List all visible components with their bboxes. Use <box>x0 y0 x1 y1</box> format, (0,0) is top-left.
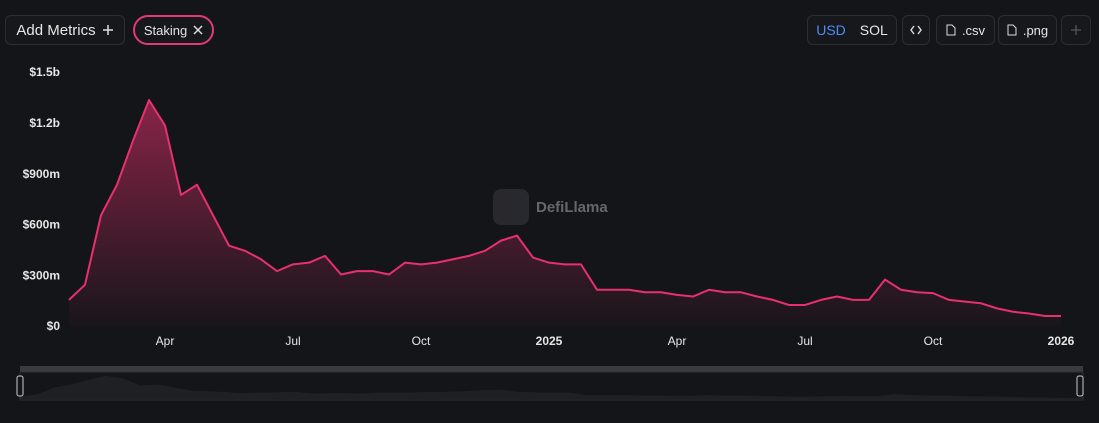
watermark-logo <box>493 189 529 225</box>
x-tick-label: Apr <box>668 334 687 348</box>
add-metrics-label: Add Metrics <box>16 21 96 39</box>
area-fill <box>69 100 1061 328</box>
watermark-text: DefiLlama <box>536 199 608 216</box>
close-icon <box>193 25 203 35</box>
x-tick-label: 2025 <box>536 334 563 348</box>
embed-button[interactable] <box>902 15 930 45</box>
file-icon <box>1007 24 1017 36</box>
png-button[interactable]: .png <box>998 15 1057 45</box>
x-tick-label: Apr <box>156 334 175 348</box>
brush-left-handle[interactable] <box>16 375 24 397</box>
currency-option[interactable]: USD <box>816 22 846 38</box>
add-metrics-button[interactable]: Add Metrics <box>5 15 125 45</box>
y-tick-label: $1.2b <box>29 116 60 130</box>
code-icon <box>910 25 922 35</box>
plus-icon <box>102 25 113 35</box>
watermark: DefiLlama <box>493 189 608 225</box>
x-tick-label: Oct <box>924 334 943 348</box>
x-tick-label: Jul <box>797 334 812 348</box>
line <box>68 99 1061 317</box>
brush-preview <box>20 375 1083 399</box>
x-tick-label: 2026 <box>1048 334 1075 348</box>
file-icon <box>946 24 956 36</box>
metric-tag-label: Staking <box>143 22 188 38</box>
x-tick-label: Jul <box>285 334 300 348</box>
currency-toggle: USD SOL <box>807 15 897 45</box>
y-tick-label: $1.5b <box>29 65 60 79</box>
png-label: .png <box>1022 22 1049 38</box>
plus-icon <box>1071 25 1081 35</box>
y-tick-label: $300m <box>23 268 60 282</box>
currency-option[interactable]: SOL <box>859 22 888 38</box>
metric-tag[interactable]: Staking <box>133 15 214 45</box>
csv-label: .csv <box>961 22 986 38</box>
y-tick-label: $900m <box>23 167 60 181</box>
brush-handle-bar[interactable] <box>20 366 1083 372</box>
y-tick-label: $600m <box>23 218 60 232</box>
y-tick-label: $0 <box>47 319 61 333</box>
x-tick-label: Oct <box>412 334 431 348</box>
add-button[interactable] <box>1061 15 1091 45</box>
csv-button[interactable]: .csv <box>936 15 995 45</box>
brush-right-handle[interactable] <box>1076 375 1084 397</box>
